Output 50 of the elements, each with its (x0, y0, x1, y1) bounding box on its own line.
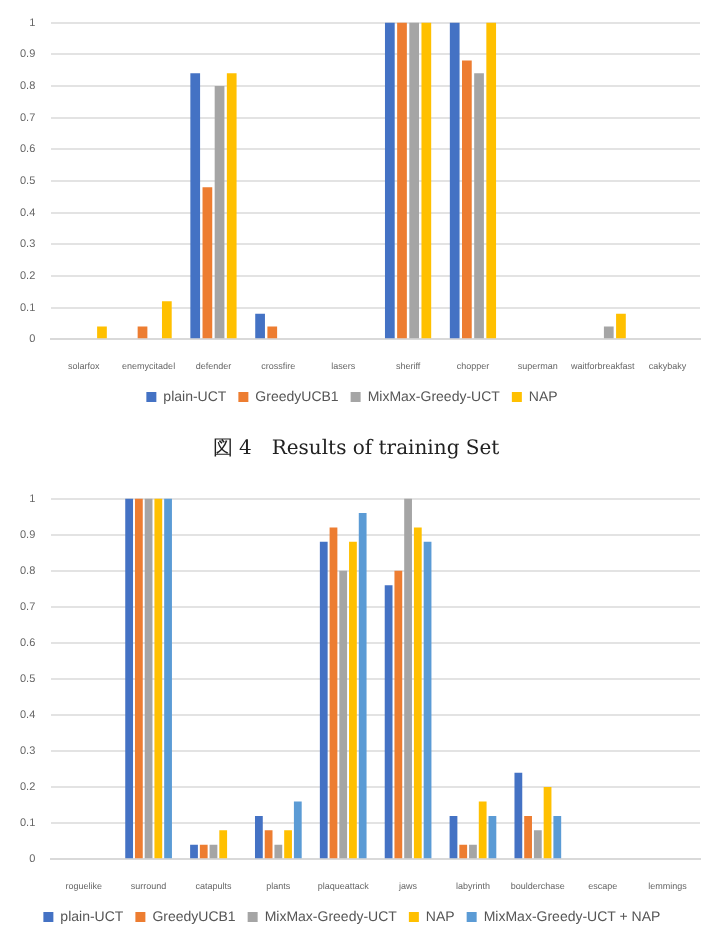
bar (543, 787, 552, 859)
bar (409, 22, 420, 339)
bar (384, 585, 393, 859)
bar (144, 498, 153, 859)
bar (154, 498, 163, 859)
bar (284, 830, 292, 859)
bar (349, 541, 357, 859)
bar (293, 801, 302, 859)
bar (462, 60, 472, 339)
bar (190, 844, 198, 859)
bar (469, 844, 477, 859)
bar (553, 815, 562, 859)
bar (219, 830, 228, 859)
bar (164, 498, 172, 859)
bar (202, 187, 213, 339)
bar (459, 844, 468, 859)
bar (384, 22, 395, 339)
bar (319, 541, 328, 859)
bar (339, 570, 348, 859)
bar (97, 326, 107, 339)
bar (264, 830, 273, 859)
bar (255, 313, 265, 339)
bar (421, 22, 432, 339)
bar (533, 830, 542, 859)
bar (134, 498, 143, 859)
bar (397, 22, 407, 339)
bar (161, 301, 172, 339)
bar (514, 772, 523, 859)
bar (274, 844, 283, 859)
bar (478, 801, 487, 859)
bar (125, 498, 134, 859)
bar (616, 313, 626, 339)
bar (267, 326, 278, 339)
bar (358, 513, 367, 859)
caption: 図 4 Results of training Set (210, 436, 502, 464)
bar (254, 815, 263, 859)
bar (404, 498, 412, 859)
bar (524, 815, 532, 859)
bar (486, 22, 497, 339)
bar (329, 527, 338, 859)
bar (413, 527, 422, 859)
bar (190, 73, 201, 339)
bar (423, 541, 432, 859)
bar (449, 22, 460, 339)
bar (199, 844, 208, 859)
bar (214, 85, 225, 339)
bar (474, 73, 484, 339)
bar (603, 326, 614, 339)
bar (226, 73, 237, 339)
bar (394, 570, 403, 859)
